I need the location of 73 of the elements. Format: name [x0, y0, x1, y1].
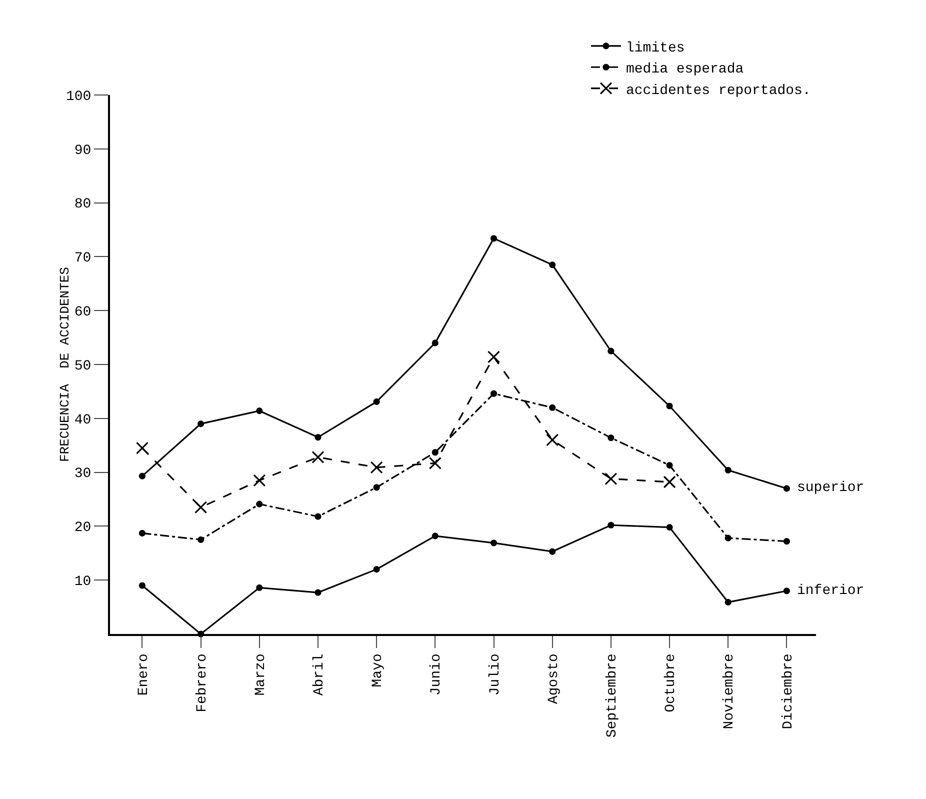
point	[256, 500, 263, 508]
point	[549, 261, 556, 268]
point	[783, 538, 790, 545]
y-tick-label: 30	[74, 466, 92, 482]
point	[724, 534, 732, 542]
point	[198, 536, 204, 543]
point	[314, 589, 322, 596]
point	[428, 456, 442, 470]
legend-label: accidentes reportados.	[626, 82, 811, 99]
point	[783, 588, 790, 594]
y-axis-title: FRECUENCIA DE ACCIDENTES	[57, 266, 72, 462]
annotation: inferior	[797, 583, 864, 599]
x-tick-label: Julio	[487, 654, 504, 696]
point	[663, 476, 676, 488]
point	[783, 485, 790, 492]
x-tick-label: Octubre	[663, 654, 680, 712]
point	[136, 442, 149, 454]
point	[138, 530, 146, 537]
y-tick-label: 10	[74, 574, 92, 590]
point	[256, 408, 263, 414]
point	[138, 582, 146, 589]
x-tick-label: Agosto	[546, 654, 562, 704]
point	[666, 524, 673, 531]
point	[432, 340, 438, 346]
legend-label: media esperada	[626, 62, 744, 78]
y-tick-label: 90	[74, 142, 92, 159]
x-tick-label: Mayo	[370, 654, 386, 688]
point	[370, 461, 383, 474]
x-tick-label: Junio	[428, 654, 445, 696]
x-tick-label: Septiembre	[604, 654, 620, 738]
x-tick-label: Diciembre	[780, 654, 796, 730]
x-tick-label: Febrero	[194, 654, 210, 712]
x-tick-label: Enero	[136, 654, 152, 696]
y-tick-label: 80	[74, 196, 92, 213]
y-tick-label: 70	[74, 250, 92, 267]
point	[432, 449, 438, 456]
point	[314, 513, 322, 520]
point	[666, 462, 673, 469]
y-tick-label: 40	[74, 412, 92, 428]
point	[373, 398, 380, 405]
annotation: superior	[797, 480, 864, 496]
point	[312, 450, 324, 464]
point	[256, 584, 263, 591]
point	[549, 548, 556, 555]
point	[373, 566, 380, 573]
point	[546, 434, 559, 446]
point	[490, 540, 498, 546]
legend-label: limites	[626, 40, 685, 56]
point	[604, 472, 618, 486]
point	[253, 474, 266, 487]
point	[198, 420, 204, 428]
y-tick-label: 60	[74, 304, 92, 320]
y-tick-label: 50	[74, 358, 92, 374]
point	[608, 522, 614, 528]
point	[490, 235, 498, 242]
x-tick-label: Marzo	[252, 654, 269, 696]
point	[549, 404, 556, 411]
point	[724, 466, 732, 474]
point	[373, 484, 380, 491]
point	[138, 472, 146, 480]
point	[608, 434, 614, 442]
point	[432, 532, 438, 540]
point	[666, 402, 673, 410]
y-tick-label: 100	[66, 88, 92, 105]
point	[314, 434, 322, 441]
x-tick-label: Abril	[312, 654, 328, 696]
point	[608, 348, 614, 354]
point	[724, 598, 732, 606]
point	[490, 390, 498, 397]
x-tick-label: Noviembre	[722, 654, 738, 730]
y-tick-label: 20	[74, 520, 92, 536]
point	[487, 350, 500, 364]
point	[194, 501, 208, 514]
